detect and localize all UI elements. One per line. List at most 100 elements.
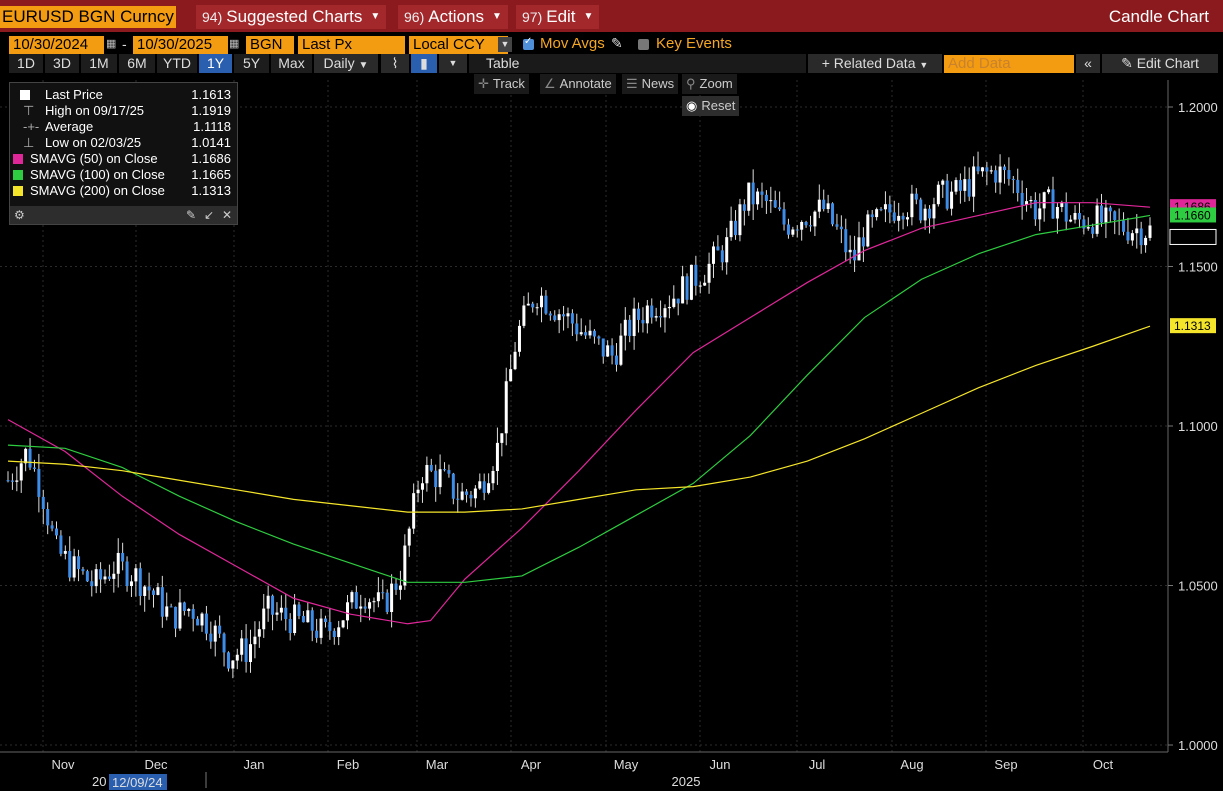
candle-up: [509, 369, 513, 382]
candle-up: [1148, 225, 1152, 238]
calendar-icon[interactable]: ▦: [229, 38, 240, 50]
period-tab-3d[interactable]: 3D: [45, 54, 79, 73]
actions-menu[interactable]: 96) Actions ▼: [398, 5, 508, 29]
table-button[interactable]: Table: [469, 54, 806, 73]
candle-down: [786, 224, 790, 235]
price-chart[interactable]: 1.2000 1.1500 1.1000 1.0500 1.0000 Nov Dec Jan…: [0, 80, 1223, 791]
moving-averages: [7, 202, 1151, 625]
candle-down: [637, 308, 641, 320]
zoom-button[interactable]: ⚲ Zoom: [682, 74, 737, 94]
candle-down: [773, 200, 777, 208]
candle-up: [517, 325, 521, 352]
candle-down: [945, 180, 949, 209]
candle-down: [835, 224, 839, 227]
candle-up: [249, 644, 253, 663]
period-tab-6m[interactable]: 6M: [119, 54, 155, 73]
candle-up: [165, 606, 169, 617]
candle-down: [169, 606, 173, 608]
candle-down: [37, 468, 41, 497]
sma-tag-label: 1.1660: [1174, 208, 1211, 222]
start-date-field[interactable]: 10/30/2024: [9, 36, 104, 54]
edit-menu[interactable]: 97) Edit ▼: [516, 5, 600, 29]
key-events-checkbox[interactable]: [638, 39, 649, 50]
chart-type-chevron-icon[interactable]: ▼: [439, 54, 467, 73]
minimize-icon[interactable]: ↙: [204, 208, 215, 222]
x-tick-label: Aug: [900, 757, 923, 772]
period-tab-1m[interactable]: 1M: [81, 54, 117, 73]
candle-up: [619, 335, 623, 365]
candle-up: [729, 220, 733, 238]
candle-up: [275, 612, 279, 615]
candle-down: [1126, 231, 1130, 241]
legend-value: 1.1313: [191, 183, 231, 198]
close-icon[interactable]: ✕: [222, 208, 233, 222]
candle-down: [650, 305, 654, 318]
period-tab-ytd[interactable]: YTD: [157, 54, 197, 73]
candle-up: [588, 330, 592, 336]
period-tab-1y[interactable]: 1Y: [199, 54, 232, 73]
add-data-input[interactable]: Add Data: [944, 55, 1074, 73]
legend-value: 1.1665: [191, 167, 231, 182]
legend-swatch: [13, 170, 23, 180]
ticker-field[interactable]: EURUSD BGN Curncy: [0, 6, 176, 28]
candle-down: [1077, 213, 1081, 220]
legend-low: ⊥ Low on 02/03/25 1.0141: [10, 135, 239, 151]
candle-down: [720, 250, 724, 263]
pencil-icon[interactable]: ✎: [611, 35, 623, 51]
period-tab-5y[interactable]: 5Y: [234, 54, 269, 73]
candle-down: [244, 638, 248, 663]
pin-icon[interactable]: ✎: [186, 208, 197, 222]
legend-sma50: SMAVG (50) on Close 1.1686: [10, 151, 239, 167]
candle-up: [769, 200, 773, 202]
candle-down: [1113, 211, 1117, 221]
candle-up: [980, 167, 984, 172]
news-button[interactable]: ☰ News: [622, 74, 679, 94]
candle-up: [1073, 213, 1077, 220]
menu-number: 94): [202, 9, 223, 25]
source-field[interactable]: BGN: [246, 36, 294, 54]
candle-up: [178, 602, 182, 629]
candle-down: [90, 581, 94, 587]
x-tick-label: Feb: [337, 757, 359, 772]
reset-button[interactable]: ◉ Reset: [682, 96, 740, 116]
candle-chart-icon[interactable]: ▮: [411, 54, 437, 73]
candle-up: [376, 592, 380, 602]
end-date-field[interactable]: 10/30/2025: [133, 36, 228, 54]
cursor-date-box: [109, 774, 167, 790]
candle-up: [725, 237, 729, 263]
edit-chart-button[interactable]: ✎ Edit Chart: [1102, 54, 1218, 73]
calendar-icon[interactable]: ▦: [106, 38, 117, 50]
collapse-icon[interactable]: «: [1076, 54, 1100, 73]
candle-up: [235, 654, 239, 661]
legend-average: -+- Average 1.1118: [10, 119, 239, 135]
candle-up: [103, 576, 107, 580]
y-tick-label: 1.0500: [1178, 579, 1218, 594]
candle-down: [1122, 220, 1126, 232]
line-chart-icon[interactable]: ⌇: [381, 54, 409, 73]
chevron-down-icon[interactable]: ▼: [498, 37, 512, 52]
related-data-button[interactable]: + Related Data ▼: [808, 54, 942, 73]
track-button[interactable]: ✛ Track: [474, 74, 529, 94]
mov-avgs-label[interactable]: Mov Avgs: [540, 35, 605, 52]
candle-up: [813, 211, 817, 227]
annotate-button[interactable]: ∠ Annotate: [540, 74, 616, 94]
price-field[interactable]: Last Px: [298, 36, 405, 54]
gear-icon[interactable]: ⚙: [14, 208, 25, 222]
period-tab-1d[interactable]: 1D: [9, 54, 43, 73]
legend-swatch: [13, 186, 23, 196]
suggested-charts-menu[interactable]: 94) Suggested Charts ▼: [196, 5, 387, 29]
candle-up: [526, 303, 530, 306]
candle-down: [570, 313, 574, 324]
candle-up: [681, 276, 685, 304]
cursor-prefix: 20: [92, 774, 106, 789]
mov-avgs-checkbox[interactable]: [523, 36, 534, 50]
candle-up: [1025, 201, 1029, 205]
currency-field[interactable]: Local CCY: [409, 36, 508, 54]
period-tab-max[interactable]: Max: [271, 54, 312, 73]
candle-down: [694, 264, 698, 286]
frequency-dropdown[interactable]: Daily ▼: [314, 54, 378, 73]
candle-up: [425, 464, 429, 484]
candle-up: [143, 586, 147, 596]
key-events-label[interactable]: Key Events: [656, 35, 732, 52]
candle-up: [240, 638, 244, 655]
